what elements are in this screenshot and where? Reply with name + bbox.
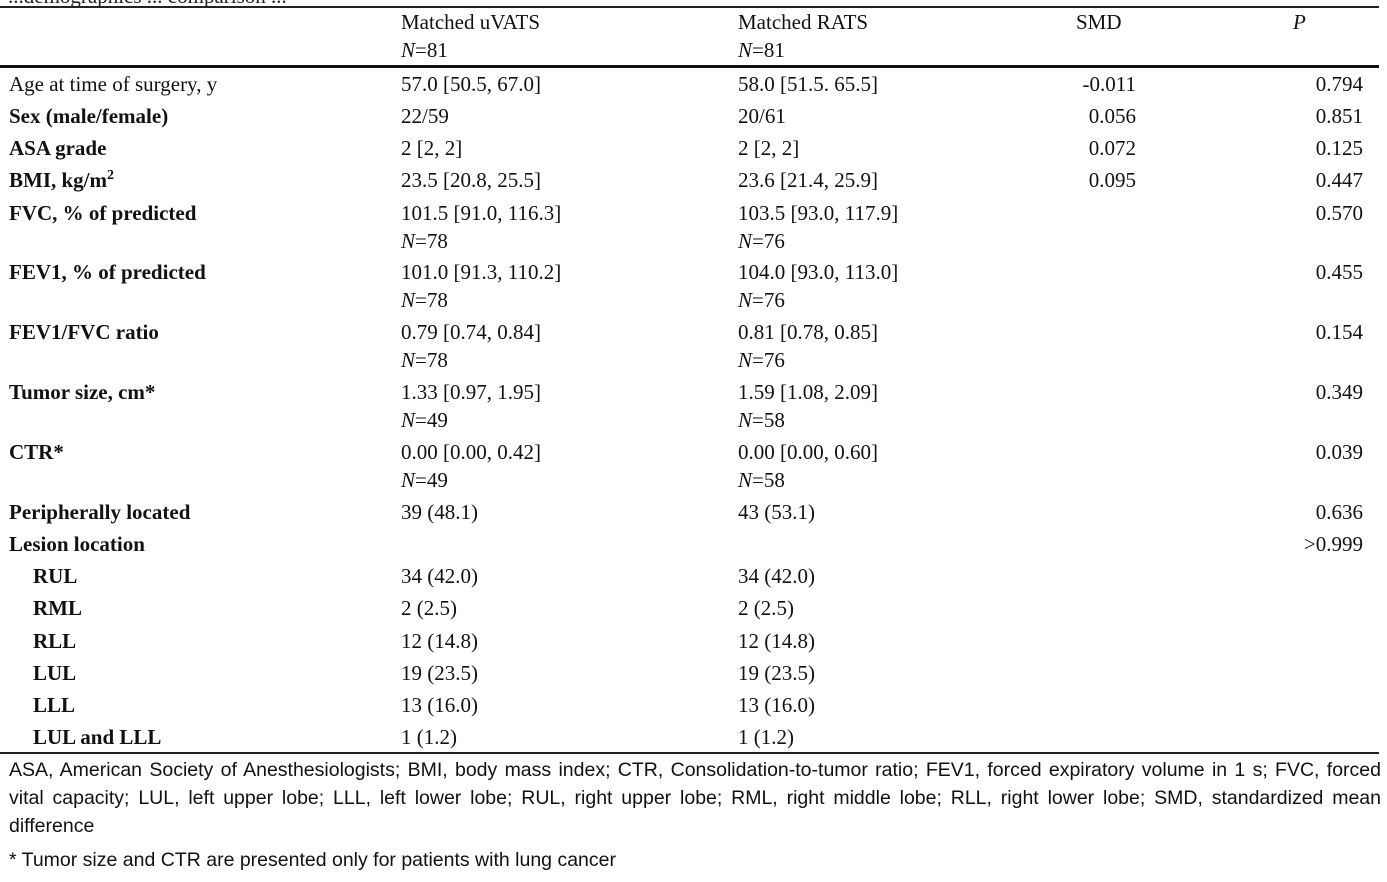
rats-value: 1 (1.2): [738, 725, 794, 749]
uvats-n: N=49: [401, 468, 448, 492]
row-label: ASA grade: [9, 136, 107, 160]
rats-n: N=58: [738, 468, 785, 492]
p-value: 0.455: [1315, 260, 1363, 284]
uvats-value: 13 (16.0): [401, 693, 478, 717]
p-value: 0.154: [1315, 320, 1363, 344]
uvats-value: 2 (2.5): [401, 596, 457, 620]
header-col1-title: Matched uVATS: [401, 10, 541, 34]
row-label: Lesion location: [9, 532, 145, 556]
header-col1: Matched uVATS N=81: [401, 8, 540, 64]
uvats-value: 101.0 [91.3, 110.2] N=78: [401, 260, 562, 312]
rats-value: 43 (53.1): [738, 500, 815, 524]
rats-value: 23.6 [21.4, 25.9]: [738, 168, 878, 192]
superscript: 2: [107, 168, 115, 183]
smd-value: 0.056: [1088, 104, 1136, 128]
uvats-value: 0.00 [0.00, 0.42] N=49: [401, 440, 541, 492]
row-label: Tumor size, cm*: [9, 380, 156, 404]
uvats-value: 57.0 [50.5, 67.0]: [401, 72, 541, 96]
row-label: RML: [33, 596, 82, 620]
uvats-value: 0.79 [0.74, 0.84] N=78: [401, 320, 541, 372]
footer-rule: [0, 752, 1379, 754]
uvats-value: 1 (1.2): [401, 725, 457, 749]
header-col2: Matched RATS N=81: [738, 8, 868, 64]
rats-n: N=76: [738, 288, 785, 312]
p-value: 0.039: [1315, 440, 1363, 464]
uvats-value: 23.5 [20.8, 25.5]: [401, 168, 541, 192]
rats-value: 103.5 [93.0, 117.9] N=76: [738, 201, 899, 253]
row-label: Sex (male/female): [9, 104, 169, 128]
p-value: 0.636: [1315, 500, 1363, 524]
row-label: RUL: [33, 564, 78, 588]
header-col2-n: N=81: [738, 38, 785, 62]
rats-value: 1.59 [1.08, 2.09] N=58: [738, 380, 878, 432]
smd-value: 0.095: [1088, 168, 1136, 192]
p-value: >0.999: [1303, 532, 1363, 556]
rats-value: 104.0 [93.0, 113.0] N=76: [738, 260, 899, 312]
rats-n: N=58: [738, 408, 785, 432]
row-label: Age at time of surgery, y: [9, 72, 218, 96]
rats-value: 2 [2, 2]: [738, 136, 800, 160]
row-label: LUL and LLL: [33, 725, 162, 749]
smd-value: 0.072: [1088, 136, 1136, 160]
uvats-value: 2 [2, 2]: [401, 136, 463, 160]
row-label: CTR*: [9, 440, 64, 464]
rats-n: N=76: [738, 229, 785, 253]
row-label: BMI, kg/m2: [9, 168, 115, 192]
rats-value: 13 (16.0): [738, 693, 815, 717]
uvats-n: N=78: [401, 229, 448, 253]
header-col2-title: Matched RATS: [738, 10, 869, 34]
uvats-n: N=78: [401, 288, 448, 312]
uvats-value: 22/59: [401, 104, 449, 128]
rats-value: 2 (2.5): [738, 596, 794, 620]
uvats-value: 12 (14.8): [401, 629, 478, 653]
p-value: 0.349: [1315, 380, 1363, 404]
rats-value: 0.00 [0.00, 0.60] N=58: [738, 440, 878, 492]
row-label: FVC, % of predicted: [9, 201, 197, 225]
rats-value: 19 (23.5): [738, 661, 815, 685]
p-value: 0.125: [1315, 136, 1363, 160]
rats-n: N=76: [738, 348, 785, 372]
asterisk-footnote: * Tumor size and CTR are presented only …: [9, 849, 616, 871]
rats-value: 20/61: [738, 104, 786, 128]
p-value: 0.851: [1315, 104, 1363, 128]
p-value: 0.794: [1315, 72, 1363, 96]
uvats-n: N=78: [401, 348, 448, 372]
header-col1-n: N=81: [401, 38, 448, 62]
uvats-value: 1.33 [0.97, 1.95] N=49: [401, 380, 541, 432]
uvats-value: 39 (48.1): [401, 500, 478, 524]
header-p: P: [1293, 10, 1306, 34]
row-label: FEV1/FVC ratio: [9, 320, 159, 344]
table-caption-fragment: ...demographics ... comparison ...: [8, 0, 287, 9]
uvats-value: 19 (23.5): [401, 661, 478, 685]
smd-value: -0.011: [1082, 72, 1136, 96]
row-label: LLL: [33, 693, 76, 717]
uvats-value: 34 (42.0): [401, 564, 478, 588]
abbreviation-footnote: ASA, American Society of Anesthesiologis…: [9, 759, 1381, 837]
rats-value: 34 (42.0): [738, 564, 815, 588]
header-smd: SMD: [1076, 10, 1122, 34]
uvats-value: 101.5 [91.0, 116.3] N=78: [401, 201, 562, 253]
row-label: Peripherally located: [9, 500, 191, 524]
p-value: 0.570: [1315, 201, 1363, 225]
rats-value: 12 (14.8): [738, 629, 815, 653]
header-rule: [0, 65, 1379, 68]
row-label: RLL: [33, 629, 77, 653]
rats-value: 58.0 [51.5. 65.5]: [738, 72, 878, 96]
rats-value: 0.81 [0.78, 0.85] N=76: [738, 320, 878, 372]
top-rule: [0, 6, 1379, 8]
row-label: FEV1, % of predicted: [9, 260, 206, 284]
uvats-n: N=49: [401, 408, 448, 432]
row-label: LUL: [33, 661, 77, 685]
p-value: 0.447: [1315, 168, 1363, 192]
